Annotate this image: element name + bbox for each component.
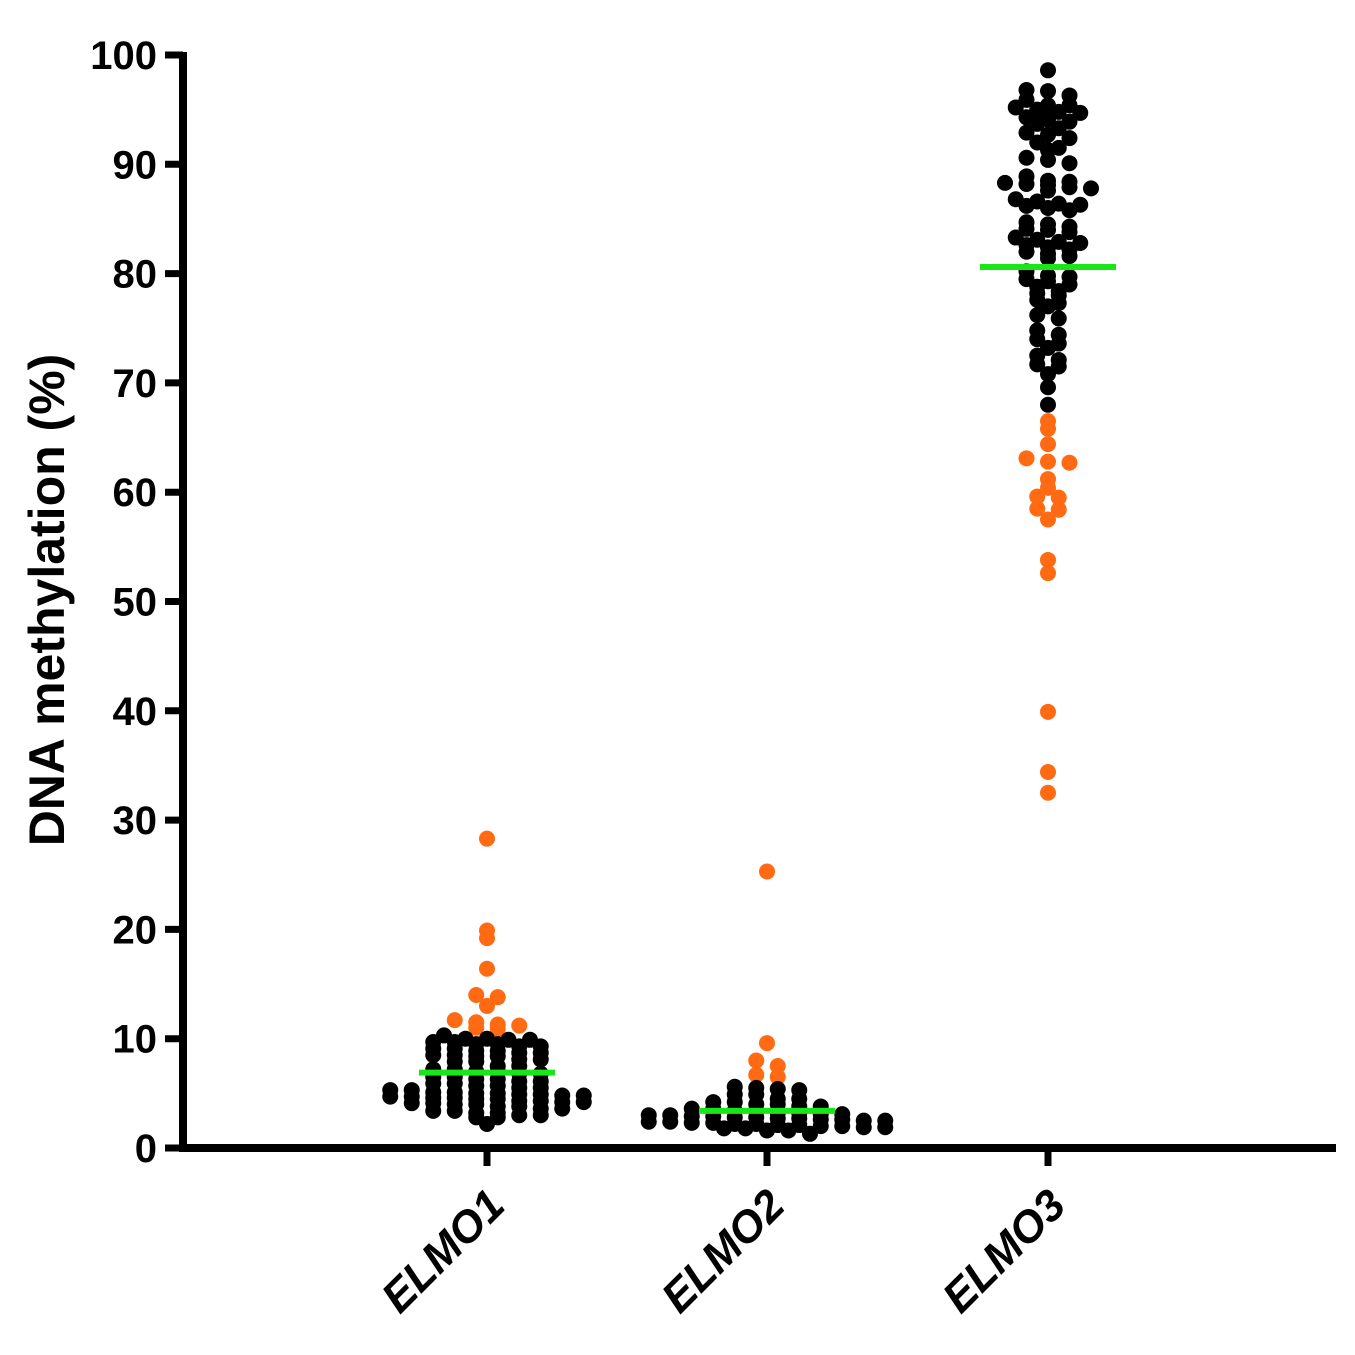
data-point [1040, 250, 1056, 266]
y-tick-label: 80 [113, 253, 158, 297]
data-point [447, 1012, 463, 1028]
data-point [479, 930, 495, 946]
data-point [533, 1107, 549, 1123]
data-point [382, 1089, 398, 1105]
data-point [1040, 200, 1056, 216]
y-tick-label: 60 [113, 471, 158, 515]
data-point [479, 1116, 495, 1132]
y-tick-label: 20 [113, 908, 158, 952]
data-point [1040, 512, 1056, 528]
median-lines [419, 267, 1116, 1111]
data-point [479, 998, 495, 1014]
data-point [479, 831, 495, 847]
data-point [662, 1114, 678, 1130]
data-point [641, 1114, 657, 1130]
data-point [1062, 248, 1078, 264]
data-point [1040, 152, 1056, 168]
axes [179, 52, 1336, 1148]
data-point [1040, 565, 1056, 581]
data-point [447, 1103, 463, 1119]
data-point [1019, 198, 1035, 214]
x-ticks: ELMO1 ELMO2 ELMO3 [372, 1148, 1075, 1322]
data-point [684, 1115, 700, 1131]
data-point [748, 1053, 764, 1069]
category-label-elmo3: ELMO3 [933, 1180, 1075, 1322]
data-point [997, 175, 1013, 191]
data-point [1019, 176, 1035, 192]
data-point [877, 1119, 893, 1135]
dna-methylation-chart: 0 10 20 30 40 50 60 70 80 90 100 ELMO1 ELMO2 ELMO3 D… [0, 0, 1355, 1355]
data-point [1051, 310, 1067, 326]
data-point [1019, 150, 1035, 166]
data-point [834, 1118, 850, 1134]
y-tick-label: 40 [113, 690, 158, 734]
category-label-elmo2: ELMO2 [652, 1180, 794, 1322]
y-tick-label: 70 [113, 362, 158, 406]
y-tick-label: 10 [113, 1018, 158, 1062]
data-point [425, 1103, 441, 1119]
data-point [554, 1101, 570, 1117]
category-label-elmo1: ELMO1 [372, 1180, 514, 1322]
y-tick-label: 90 [113, 143, 158, 187]
data-point [1062, 455, 1078, 471]
data-point [759, 863, 775, 879]
data-points [382, 62, 1099, 1141]
data-point [479, 961, 495, 977]
data-point [1040, 379, 1056, 395]
y-tick-label: 30 [113, 799, 158, 843]
data-point [1040, 454, 1056, 470]
data-point [781, 1123, 797, 1139]
data-point [1062, 179, 1078, 195]
data-point [759, 1123, 775, 1139]
data-point [1040, 436, 1056, 452]
data-point [1040, 62, 1056, 78]
data-point [1062, 155, 1078, 171]
data-point [1040, 764, 1056, 780]
data-point [1040, 704, 1056, 720]
data-point [1019, 450, 1035, 466]
data-point [404, 1095, 420, 1111]
y-ticks: 0 10 20 30 40 50 60 70 80 90 100 [90, 34, 183, 1171]
data-point [1019, 244, 1035, 260]
data-point [511, 1107, 527, 1123]
data-point [576, 1094, 592, 1110]
data-point [1040, 421, 1056, 437]
data-point [1029, 307, 1045, 323]
data-point [533, 1051, 549, 1067]
data-point [1083, 180, 1099, 196]
data-point [716, 1120, 732, 1136]
data-point [1040, 785, 1056, 801]
data-point [738, 1120, 754, 1136]
data-point [856, 1119, 872, 1135]
y-tick-label: 0 [135, 1127, 157, 1171]
y-axis-title: DNA methylation (%) [19, 354, 75, 847]
data-point [1040, 397, 1056, 413]
y-tick-label: 100 [90, 34, 157, 78]
data-point [511, 1018, 527, 1034]
data-point [759, 1035, 775, 1051]
data-point [802, 1126, 818, 1142]
data-point [1062, 202, 1078, 218]
data-point [425, 1047, 441, 1063]
data-point [1040, 83, 1056, 99]
y-tick-label: 50 [113, 581, 158, 625]
